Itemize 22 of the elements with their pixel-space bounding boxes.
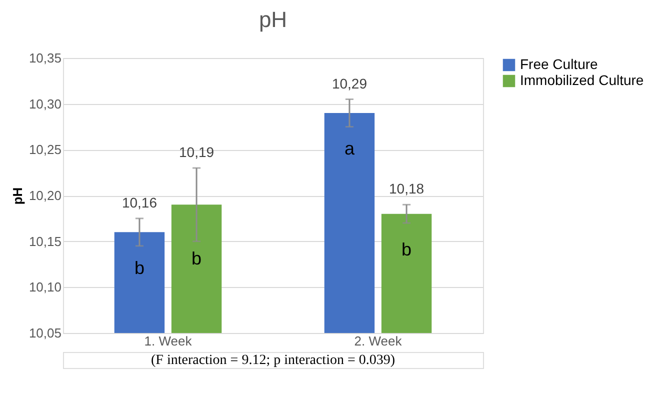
legend-label: Free Culture — [520, 56, 598, 72]
y-tick-label: 10,35 — [28, 50, 62, 66]
x-tick-label: 2. Week — [354, 334, 402, 348]
text: (F interaction = 9.12; p interaction = 0.039) — [150, 353, 396, 368]
annotation: b — [192, 248, 202, 269]
text: 10,16 — [122, 194, 157, 210]
y-tick-label: 10,15 — [28, 234, 62, 249]
annotation: a — [344, 138, 356, 159]
text: 10,29 — [332, 75, 367, 92]
annotation: b — [134, 258, 144, 278]
y-tick-label: 10,10 — [28, 280, 62, 295]
x-tick-label: 1. Week — [144, 334, 192, 348]
chart-title: pH — [258, 7, 288, 32]
y-tick-label: 10,05 — [28, 326, 62, 340]
text: 10,19 — [179, 144, 214, 160]
y-tick-label: 10,30 — [28, 96, 62, 112]
legend-label: Immobilized Culture — [520, 72, 644, 88]
y-axis-title: pH — [10, 187, 25, 205]
y-tick-label: 10,20 — [28, 188, 62, 203]
text: 10,18 — [389, 180, 424, 197]
y-tick-label: 10,25 — [28, 142, 62, 158]
annotation: b — [402, 240, 412, 260]
